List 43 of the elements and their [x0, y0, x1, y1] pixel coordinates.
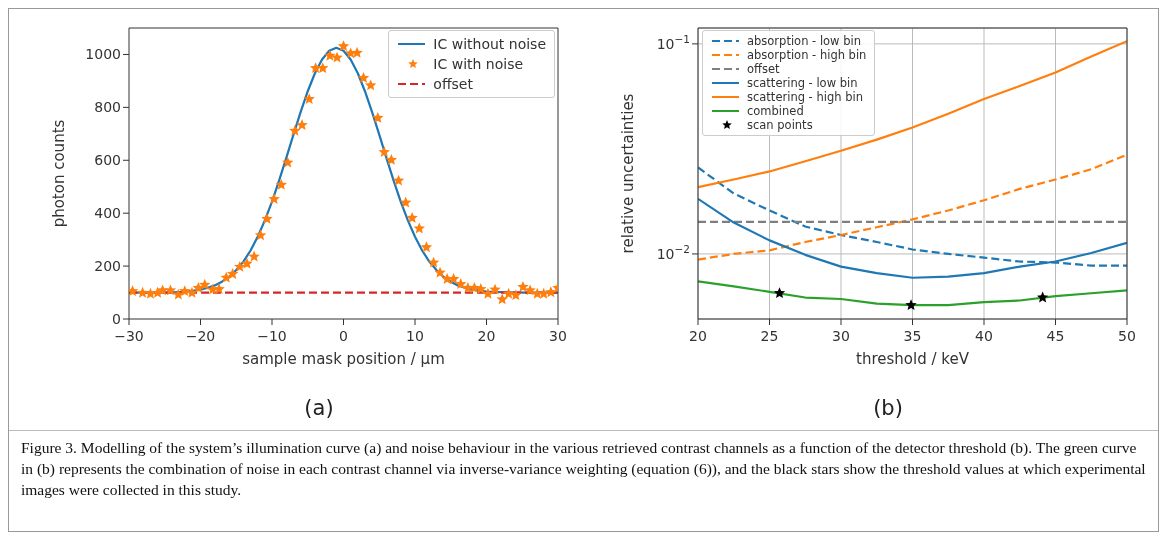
point — [773, 287, 786, 299]
x-tick-label: −30 — [114, 328, 144, 344]
legend-label: IC with noise — [433, 55, 524, 74]
legend-label: absorption - low bin — [747, 34, 861, 48]
x-tick-label: 10 — [406, 328, 424, 344]
legend-label: scattering - low bin — [747, 76, 858, 90]
text: (a) — [303, 396, 335, 420]
x-tick-label: 35 — [903, 328, 922, 344]
x-tick-label: 25 — [760, 328, 779, 344]
legend-label: IC without noise — [433, 35, 546, 54]
legend-label: offset — [433, 75, 473, 94]
y-tick-label: 600 — [94, 152, 121, 169]
x-tick-label: 50 — [1118, 328, 1136, 344]
x-tick-label: 45 — [1046, 328, 1065, 344]
text: (b) — [872, 396, 904, 420]
x-tick-label: −20 — [185, 328, 216, 344]
y-tick-label: 1000 — [85, 46, 121, 63]
y-tick-label: 10$^{−1}$ — [656, 32, 690, 52]
y-tick-label: 400 — [94, 205, 121, 222]
point — [905, 299, 917, 311]
line-series — [698, 153, 1127, 261]
legend-label: offset — [747, 62, 780, 76]
x-tick-label: 30 — [832, 328, 850, 344]
y-axis-title: relative uncertainties — [619, 93, 638, 254]
x-tick-label: 0 — [339, 328, 348, 344]
x-tick-label: 40 — [975, 328, 993, 344]
x-axis-title: sample mask position / μm — [242, 350, 445, 368]
legend-label: absorption - high bin — [747, 48, 867, 62]
x-tick-label: 20 — [477, 328, 496, 344]
caption: Figure 3. Modelling of the system’s illumination curve (a) and noise behaviour in the various retrieved contrast channels as a function of the detector threshold (b). The green curve in (b) represents the combination of noise in each contrast channel via inverse-variance weighting (equation (6)), and the black stars show the threshold values at which experimental images were collected in this study. — [9, 430, 1158, 500]
y-axis-title: photon counts — [50, 119, 69, 228]
point — [1036, 291, 1049, 303]
y-tick-label: 0 — [112, 311, 121, 327]
x-tick-label: 20 — [689, 328, 707, 344]
x-axis-title: threshold / keV — [856, 350, 970, 368]
y-tick-label: 200 — [94, 258, 121, 275]
legend-label: combined — [747, 104, 804, 118]
y-tick-label: 800 — [94, 99, 121, 116]
x-tick-label: 30 — [549, 328, 567, 344]
y-tick-label: 10$^{−2}$ — [656, 242, 690, 262]
x-tick-label: −10 — [257, 328, 287, 344]
legend-label: scan points — [747, 118, 813, 132]
legend-label: scattering - high bin — [747, 90, 863, 104]
